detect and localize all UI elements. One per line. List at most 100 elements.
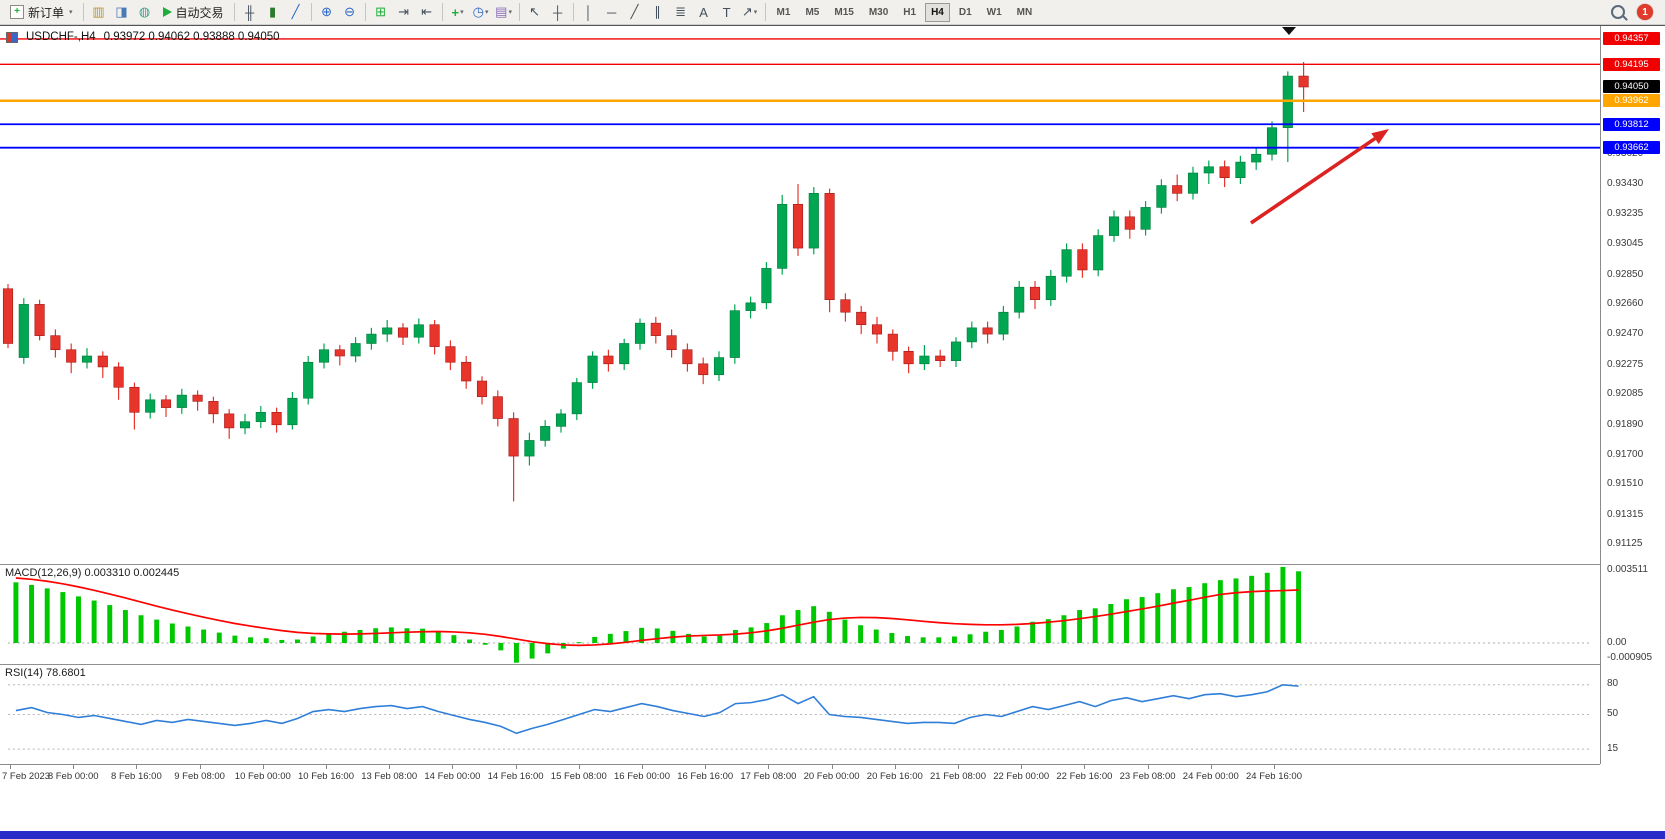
time-axis-label: 16 Feb 00:00 [614,771,670,782]
macd-tick: 0.003511 [1607,564,1648,575]
crosshair-icon[interactable]: ┼ [552,4,563,20]
macd-tick: 0.00 [1607,636,1627,648]
time-axis-label: 20 Feb 16:00 [866,771,923,782]
main-chart-canvas[interactable] [0,26,1600,564]
notification-badge[interactable]: 1 [1637,4,1653,20]
time-axis-label: 22 Feb 00:00 [993,771,1050,782]
autotrading-play-icon [162,7,172,17]
fibonacci-icon[interactable]: ≣ [675,4,686,19]
quote-ohlc: 0.93972 0.94062 0.93888 0.94050 [103,31,280,43]
time-axis-label: 22 Feb 16:00 [1056,771,1113,782]
profiles-icon[interactable]: ◨ [115,4,128,19]
time-axis-label: 14 Feb 16:00 [487,771,544,782]
timeframe-button-mn[interactable]: MN [1016,6,1033,18]
macd-tick: -0.000905 [1607,652,1653,663]
price-tick: 0.91700 [1607,448,1644,460]
time-axis-label: 20 Feb 00:00 [803,771,860,782]
autotrading-button[interactable]: 自动交易 [157,2,230,23]
toolbar-separator [764,3,766,21]
price-tick: 0.91890 [1607,418,1644,430]
time-axis-label: 15 Feb 08:00 [550,771,607,782]
timeframe-button-m30[interactable]: M30 [868,6,889,18]
horizontal-line-icon[interactable]: ─ [606,4,617,20]
price-tick: 0.92470 [1607,328,1644,340]
trendline-icon[interactable]: ╱ [630,4,639,19]
price-label-box: 0.94050 [1603,80,1660,94]
time-axis-label: 24 Feb 16:00 [1246,771,1302,782]
toolbar-separator [572,3,574,21]
label-icon[interactable]: T [722,4,731,20]
current-bar-marker [1282,27,1296,35]
price-tick: 0.91315 [1607,508,1644,520]
time-axis-label: 13 Feb 08:00 [361,771,418,782]
quote-line: USDCHF-,H4 0.93972 0.94062 0.93888 0.940… [6,31,280,43]
time-axis-label: 16 Feb 16:00 [677,771,734,782]
time-axis-label: 10 Feb 16:00 [298,771,354,782]
price-tick: 0.92660 [1607,298,1644,310]
price-tick: 0.93045 [1607,238,1644,250]
time-axis-label: 10 Feb 00:00 [234,771,291,782]
arrows-icon[interactable]: ↗ ▾ [741,4,758,19]
data-window-icon[interactable]: ◍ [138,4,151,19]
timeframe-button-w1[interactable]: W1 [986,6,1002,18]
price-tick: 0.91510 [1607,478,1644,490]
time-axis-label: 9 Feb 08:00 [174,771,225,782]
macd-panel-canvas[interactable] [0,564,1600,664]
price-label-box: 0.93962 [1603,94,1660,108]
timeframe-button-h1[interactable]: H1 [903,6,917,18]
time-axis-label: 17 Feb 08:00 [740,771,797,782]
candlestick-chart-icon[interactable]: ▮ [268,4,277,19]
timeframe-button-d1[interactable]: D1 [958,6,972,18]
indicators-icon[interactable]: + ▾ [451,4,464,20]
channel-icon[interactable]: ∥ [654,4,661,19]
periods-icon[interactable]: ◷ ▾ [472,4,489,19]
time-axis[interactable]: 7 Feb 2023 8 Feb 00:00 8 Feb 16:00 9 Feb 08… [0,764,1600,789]
time-axis-label: 24 Feb 00:00 [1182,771,1239,782]
price-label-box: 0.94357 [1603,32,1660,46]
bottom-bar [0,831,1665,839]
chart-symbol-icon [6,31,18,43]
auto-scroll-icon[interactable]: ⇥ [398,4,409,19]
price-tick: 0.91125 [1607,538,1643,550]
tile-windows-icon[interactable]: ⊞ [375,4,386,19]
toolbar-separator [310,3,312,21]
timeframe-button-m5[interactable]: M5 [805,6,820,18]
bars-chart-icon[interactable]: ╫ [244,4,255,20]
rsi-tick: 50 [1607,708,1619,719]
time-axis-label: 21 Feb 08:00 [930,771,986,782]
toolbar-items: 新订单▾ ▥ ◨ ◍ 自动交易 ╫ ▮ ╱ ⊕ ⊖ ⊞ ⇥ ⇤ +▾ ◷▾ ▤▾ ↖ ┼ │ ─ ╱ ∥ ≣ AT ↗▾ M1 M5… [4,2,1607,23]
timeframe-button-m15[interactable]: M15 [834,6,854,18]
rsi-panel-canvas[interactable] [0,664,1600,764]
toolbar-right: 1 [1611,4,1653,20]
zoom-out-icon[interactable]: ⊖ [344,4,355,19]
timeframe-button-h4[interactable]: H4 [925,2,950,22]
price-tick: 0.92850 [1607,268,1644,280]
search-icon[interactable] [1611,5,1625,19]
time-axis-label: 23 Feb 08:00 [1119,771,1176,782]
rsi-tick: 80 [1607,678,1619,689]
time-axis-label: 7 Feb 2023 [2,771,51,782]
price-label-box: 0.93812 [1603,117,1660,131]
time-axis-label: 8 Feb 16:00 [111,771,162,782]
new-order-icon [10,5,24,19]
cursor-icon[interactable]: ↖ [529,4,540,19]
timeframe-button-m1[interactable]: M1 [776,6,791,18]
templates-icon[interactable]: ▤ ▾ [495,4,512,19]
rsi-tick: 15 [1607,743,1619,754]
price-tick: 0.93430 [1607,177,1644,189]
new-order-button[interactable]: 新订单▾ [4,2,79,23]
symbol-period-label: USDCHF-,H4 [26,31,96,43]
text-icon[interactable]: A [699,4,708,20]
macd-label: MACD(12,26,9) 0.003310 0.002445 [5,567,180,579]
new-chart-icon[interactable]: ▥ [92,4,105,19]
vertical-line-icon[interactable]: │ [584,4,593,20]
toolbar-separator [518,3,520,21]
toolbar-separator [364,3,366,21]
line-chart-icon[interactable]: ╱ [291,4,300,19]
price-label-box: 0.94195 [1603,57,1660,71]
price-tick: 0.93235 [1607,208,1644,220]
zoom-in-icon[interactable]: ⊕ [321,4,332,19]
chart-shift-icon[interactable]: ⇤ [421,4,432,19]
price-axis[interactable]: 0.936200.934300.932350.930450.928500.926… [1600,26,1665,764]
